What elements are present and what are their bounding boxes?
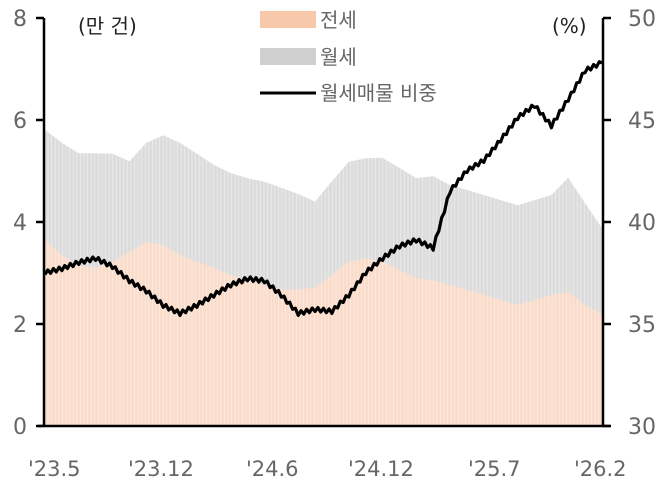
legend: 전세 월세 월세매물 비중 <box>260 8 437 105</box>
x-tick-label: '26.2 <box>574 457 627 481</box>
right-tick-label: 40 <box>628 211 656 236</box>
jeonse-area <box>45 239 602 426</box>
legend-label-ratio: 월세매물 비중 <box>320 81 437 105</box>
left-tick-label: 4 <box>13 211 27 236</box>
left-unit-label: (만 건) <box>78 14 137 38</box>
stacked-area-group <box>45 18 602 426</box>
left-tick-label: 6 <box>13 109 27 134</box>
left-tick-label: 8 <box>13 7 27 32</box>
right-axis-labels: 30 35 40 45 50 <box>628 7 656 440</box>
right-tick-label: 45 <box>628 109 656 134</box>
ratio-line <box>43 60 603 317</box>
x-tick-label: '23.5 <box>28 457 81 481</box>
legend-swatch-jeonse <box>260 11 316 28</box>
bar-stripes <box>47 18 600 426</box>
right-tick-marks <box>603 16 611 428</box>
right-tick-label: 50 <box>628 7 656 32</box>
left-tick-label: 0 <box>13 415 27 440</box>
x-tick-label: '23.12 <box>128 457 194 481</box>
right-tick-label: 30 <box>628 415 656 440</box>
legend-label-jeonse: 전세 <box>320 8 357 32</box>
left-tick-label: 2 <box>13 313 27 338</box>
x-tick-label: '24.12 <box>348 457 414 481</box>
left-tick-marks <box>36 16 44 428</box>
legend-label-wolse: 월세 <box>320 45 357 69</box>
x-tick-label: '25.7 <box>468 457 521 481</box>
right-tick-label: 35 <box>628 313 656 338</box>
left-axis-labels: 0 2 4 6 8 <box>13 7 27 440</box>
legend-swatch-wolse <box>260 48 316 65</box>
x-axis-labels: '23.5 '23.12 '24.6 '24.12 '25.7 '26.2 <box>28 457 627 481</box>
x-tick-label: '24.6 <box>246 457 299 481</box>
right-unit-label: (%) <box>552 14 587 38</box>
